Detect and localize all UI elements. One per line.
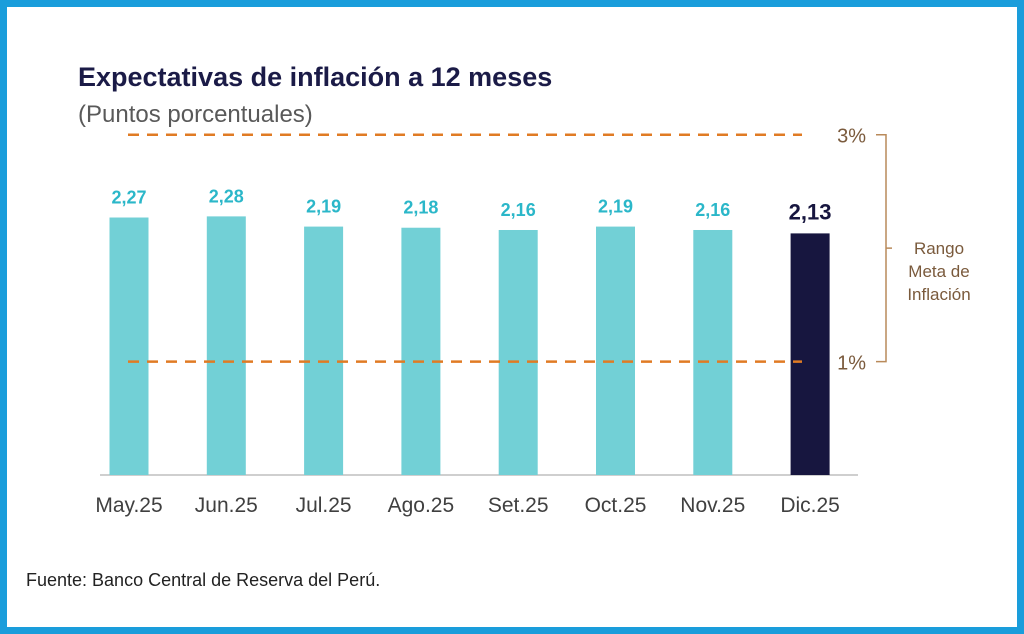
category-label: Jul.25 (296, 494, 352, 517)
bar-Set.25 (498, 229, 538, 475)
data-label: 2,16 (695, 200, 730, 220)
bar-Dic.25 (790, 233, 830, 475)
chart-subtitle: (Puntos porcentuales) (78, 101, 313, 128)
category-label: Dic.25 (780, 494, 840, 517)
bar-May.25 (109, 217, 149, 475)
category-label: Oct.25 (585, 494, 647, 517)
category-label: Nov.25 (680, 494, 745, 517)
range-annotation-text: Rango (914, 239, 964, 258)
category-label: May.25 (95, 494, 162, 517)
category-label: Ago.25 (388, 494, 455, 517)
data-label: 2,28 (209, 186, 244, 206)
reference-label: 1% (837, 353, 866, 375)
source-note: Fuente: Banco Central de Reserva del Per… (26, 570, 381, 590)
data-label: 2,16 (501, 200, 536, 220)
bar-Nov.25 (693, 229, 733, 475)
bar-Jul.25 (304, 226, 344, 475)
reference-label: 3% (837, 126, 866, 148)
chart-title: Expectativas de inflación a 12 meses (78, 62, 553, 92)
range-annotation-text: Meta de (908, 262, 969, 281)
data-label: 2,18 (403, 198, 438, 218)
bar-Oct.25 (596, 226, 635, 475)
data-label: 2,27 (111, 188, 146, 208)
bar-Ago.25 (401, 227, 441, 475)
category-label: Jun.25 (195, 494, 258, 517)
category-label: Set.25 (488, 494, 549, 517)
data-label: 2,13 (789, 199, 832, 224)
range-bracket (876, 133, 892, 363)
range-annotation-text: Inflación (907, 285, 970, 304)
data-label: 2,19 (306, 197, 341, 217)
bar-Jun.25 (206, 216, 246, 475)
data-label: 2,19 (598, 197, 633, 217)
